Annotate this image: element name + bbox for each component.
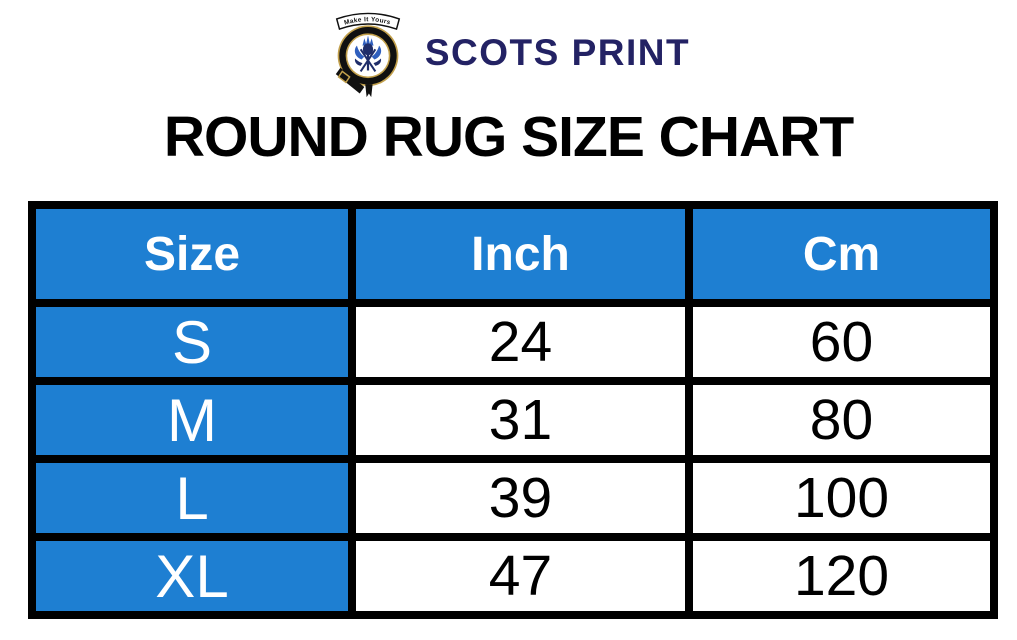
column-header-size: Size bbox=[28, 201, 356, 307]
size-cell: S bbox=[28, 299, 356, 385]
brand-name: SCOTS PRINT bbox=[424, 32, 691, 73]
brand-header: Make It Yours SCOTS PRINT bbox=[0, 0, 1017, 98]
size-chart-table: Size Inch Cm S 24 60 M 31 80 L 39 100 XL… bbox=[28, 201, 998, 619]
motto-banner-icon: Make It Yours bbox=[335, 12, 401, 31]
svg-text:Make It Yours: Make It Yours bbox=[343, 16, 391, 26]
page-title: ROUND RUG SIZE CHART bbox=[163, 105, 854, 169]
inch-cell: 24 bbox=[348, 299, 693, 385]
motto-text: Make It Yours bbox=[343, 16, 391, 26]
cm-cell: 100 bbox=[685, 455, 998, 541]
column-header-inch: Inch bbox=[348, 201, 693, 307]
brand-logo-crest-icon: Make It Yours bbox=[335, 12, 401, 98]
thistle-icon bbox=[354, 35, 382, 72]
table-row-xl: XL 47 120 bbox=[28, 533, 998, 619]
size-cell: M bbox=[28, 377, 356, 463]
cm-cell: 60 bbox=[685, 299, 998, 385]
inch-cell: 47 bbox=[348, 533, 693, 619]
header-row: Size Inch Cm bbox=[28, 201, 998, 307]
size-cell: L bbox=[28, 455, 356, 541]
cm-cell: 80 bbox=[685, 377, 998, 463]
table-row-m: M 31 80 bbox=[28, 377, 998, 463]
table-row-l: L 39 100 bbox=[28, 455, 998, 541]
table-row-s: S 24 60 bbox=[28, 299, 998, 385]
crest-buckle-icon bbox=[335, 67, 373, 98]
cm-cell: 120 bbox=[685, 533, 998, 619]
size-cell: XL bbox=[28, 533, 356, 619]
column-header-cm: Cm bbox=[685, 201, 998, 307]
inch-cell: 31 bbox=[348, 377, 693, 463]
inch-cell: 39 bbox=[348, 455, 693, 541]
